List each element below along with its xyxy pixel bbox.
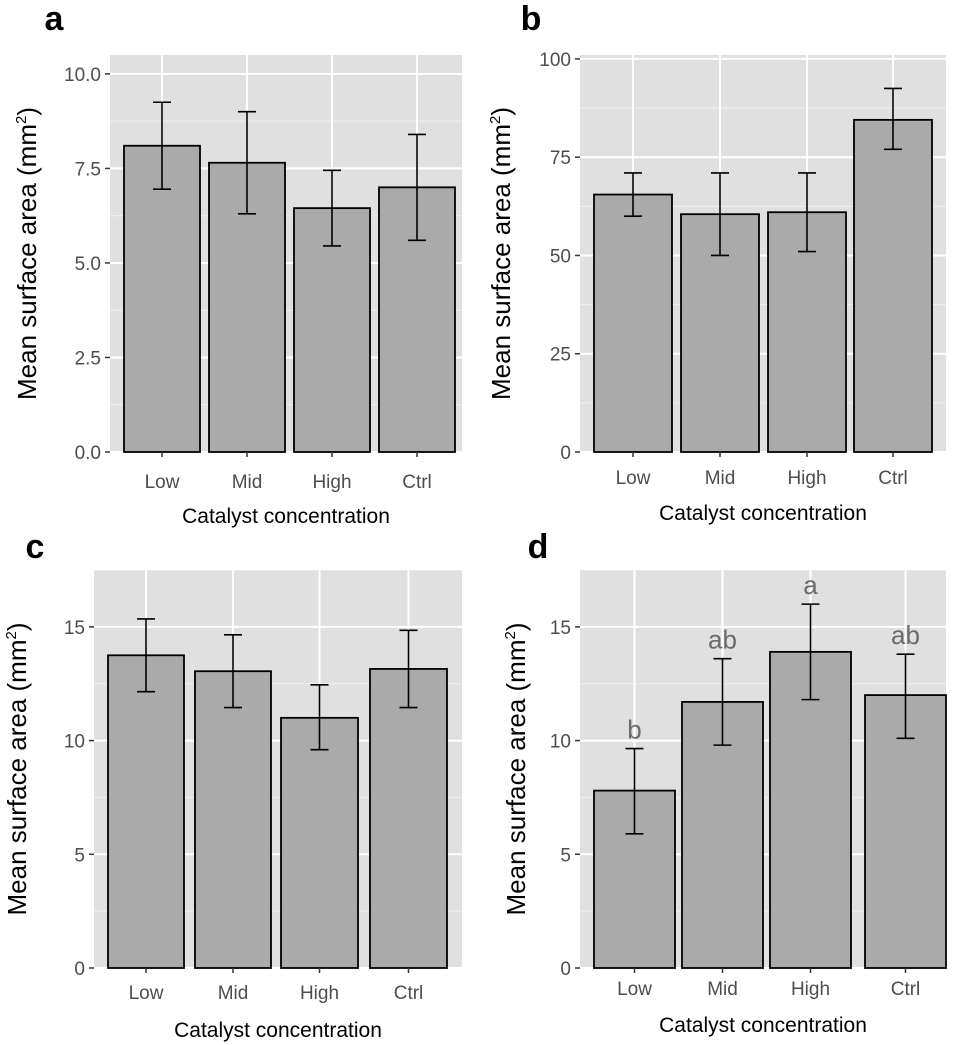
error-bar-mid (238, 110, 256, 215)
x-tick-label: High (312, 472, 351, 493)
y-tick-label: 10 (550, 732, 571, 753)
y-axis-title-close: ) (12, 107, 42, 116)
panel-letter: a (45, 0, 65, 38)
error-bar-low (624, 172, 642, 217)
bar-low (123, 144, 201, 453)
x-tick-label: Ctrl (878, 468, 908, 489)
error-bar-high (310, 684, 329, 751)
y-axis-title-sup: 2 (3, 631, 20, 639)
y-axis-title-close: ) (501, 623, 531, 632)
y-tick-label: 0.0 (75, 443, 101, 464)
x-tick-label: High (791, 979, 830, 1000)
y-axis-title-close: ) (2, 623, 32, 632)
bar-high (769, 650, 852, 969)
bar-high (280, 716, 359, 969)
panel-a: 0.0 2.5 5.0 7.5 10.0 Low Mid High Ctrl Catalyst c… (12, 0, 462, 528)
bar-ctrl (853, 118, 933, 453)
y-tick-label: 15 (550, 618, 571, 639)
error-bar-ctrl (884, 87, 902, 151)
y-tick-label: 0 (560, 443, 571, 464)
significance-label: a (803, 570, 818, 600)
significance-label: ab (891, 620, 920, 650)
y-tick-label: 5 (560, 845, 571, 866)
significance-label: b (627, 715, 641, 745)
error-bar-mid (711, 172, 729, 257)
panel-letter: b (521, 0, 542, 38)
y-tick-label: 25 (550, 345, 571, 366)
bar-low (107, 654, 185, 969)
panel-d: 0 5 10 15 b ab a ab Low Mid High Ctrl Catalyst conce… (501, 528, 947, 1037)
y-axis-title-sup: 2 (13, 116, 30, 124)
y-axis-title: Mean surface area (mm2) (12, 107, 42, 400)
x-tick-label: Low (617, 979, 652, 1000)
y-tick-label: 50 (550, 246, 571, 267)
panel-letter: c (26, 528, 45, 566)
y-axis-title-main: Mean surface area (mm (486, 124, 516, 400)
y-axis-title-main: Mean surface area (mm (501, 640, 531, 916)
x-tick-label: Ctrl (891, 979, 921, 1000)
error-bar-mid (713, 657, 732, 746)
x-axis-title: Catalyst concentration (659, 502, 867, 525)
x-axis-title: Catalyst concentration (174, 1019, 382, 1042)
x-tick-label: Mid (218, 983, 249, 1004)
y-axis-title-main: Mean surface area (mm (12, 124, 42, 400)
y-axis-title-sup: 2 (487, 116, 504, 124)
y-tick-label: 2.5 (75, 348, 101, 369)
y-tick-label: 10 (64, 732, 85, 753)
y-tick-label: 10.0 (64, 65, 101, 86)
x-axis-title: Catalyst concentration (659, 1014, 867, 1037)
error-bar-low (625, 747, 644, 835)
bar-ctrl (369, 668, 448, 969)
bar-ctrl (864, 694, 947, 969)
bar-high (293, 207, 371, 453)
error-bar-high (798, 172, 816, 253)
x-tick-label: Low (129, 983, 164, 1004)
error-bar-low (153, 101, 171, 191)
x-tick-label: Mid (705, 468, 736, 489)
x-tick-label: High (300, 983, 339, 1004)
y-axis-title: Mean surface area (mm2) (486, 107, 516, 400)
bar-mid (194, 670, 272, 969)
error-bar-high (323, 169, 341, 247)
panel-letter: d (528, 528, 549, 566)
error-bar-ctrl (896, 653, 915, 740)
y-axis-title: Mean surface area (mm2) (501, 623, 531, 916)
error-bar-high (801, 603, 820, 701)
y-tick-label: 7.5 (75, 159, 101, 180)
x-tick-label: Ctrl (394, 983, 424, 1004)
x-axis-title: Catalyst concentration (182, 505, 390, 528)
bar-low (593, 193, 673, 453)
significance-label: ab (708, 625, 737, 655)
error-bar-ctrl (408, 133, 426, 242)
y-tick-label: 75 (550, 148, 571, 169)
x-tick-label: Ctrl (402, 472, 432, 493)
panel-b: 0 25 50 75 100 Low Mid High Ctrl Catalyst concent… (486, 0, 946, 525)
y-tick-label: 0 (74, 959, 85, 980)
y-axis-title-close: ) (486, 107, 516, 116)
x-tick-label: Mid (707, 979, 738, 1000)
y-tick-label: 15 (64, 618, 85, 639)
y-tick-label: 0 (560, 959, 571, 980)
y-tick-label: 5 (74, 845, 85, 866)
error-bar-low (137, 618, 155, 693)
error-bar-ctrl (399, 629, 418, 709)
x-tick-label: Low (616, 468, 651, 489)
x-tick-label: Low (145, 472, 180, 493)
y-axis-title-sup: 2 (502, 631, 519, 639)
y-axis-title: Mean surface area (mm2) (2, 623, 32, 916)
x-tick-label: High (787, 468, 826, 489)
panel-c: 0 5 10 15 Low Mid High Ctrl Catalyst concentrati… (2, 528, 462, 1042)
error-bar-mid (224, 634, 242, 709)
y-tick-label: 100 (539, 50, 571, 71)
x-tick-label: Mid (232, 472, 263, 493)
y-tick-label: 5.0 (75, 254, 101, 275)
bar-mid (208, 161, 286, 453)
y-axis-title-main: Mean surface area (mm (2, 640, 32, 916)
